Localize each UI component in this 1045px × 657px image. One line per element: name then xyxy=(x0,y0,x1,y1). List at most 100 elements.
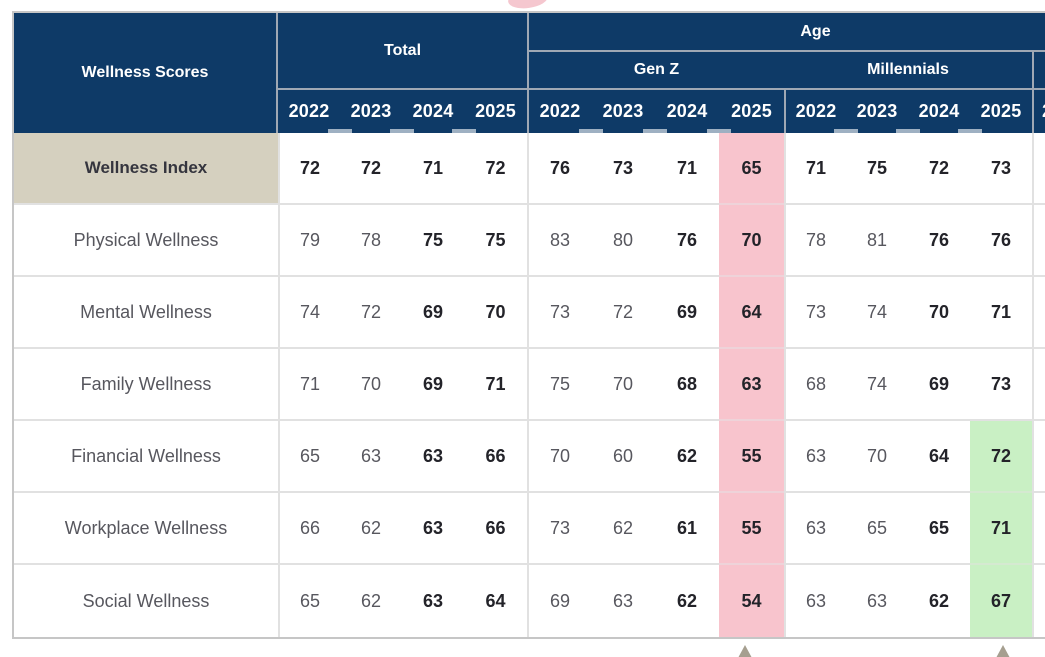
value-cell: 69 xyxy=(908,349,970,421)
value-cell: 69 xyxy=(402,277,464,349)
value-cell: 62 xyxy=(340,565,402,637)
value-cell: 69 xyxy=(527,565,591,637)
genz-2025-up-arrow-icon xyxy=(738,645,752,657)
value-cell: 65 xyxy=(846,493,908,565)
row-label-workplace-wellness: Workplace Wellness xyxy=(14,493,278,565)
value-cell: 80 xyxy=(591,205,655,277)
value-cell: 65 xyxy=(278,565,340,637)
age-group-header: Age xyxy=(527,13,1045,52)
value-cell: 60 xyxy=(591,421,655,493)
value-cell: 71 xyxy=(278,349,340,421)
value-cell: 72 xyxy=(278,133,340,205)
cutoff-cell xyxy=(1032,493,1045,565)
value-cell: 70 xyxy=(591,349,655,421)
year-header-cutoff: 2 xyxy=(1032,88,1045,133)
value-cell-highlight-pink: 64 xyxy=(719,277,784,349)
value-cell: 76 xyxy=(908,205,970,277)
value-cell: 69 xyxy=(402,349,464,421)
value-cell: 74 xyxy=(846,349,908,421)
value-cell: 70 xyxy=(908,277,970,349)
value-cell: 68 xyxy=(655,349,719,421)
value-cell: 66 xyxy=(278,493,340,565)
value-cell: 63 xyxy=(402,493,464,565)
value-cell: 70 xyxy=(527,421,591,493)
value-cell: 78 xyxy=(340,205,402,277)
value-cell-highlight-pink: 63 xyxy=(719,349,784,421)
genz-subgroup-header: Gen Z xyxy=(527,52,784,88)
value-cell: 74 xyxy=(278,277,340,349)
value-cell: 69 xyxy=(655,277,719,349)
year-header-genz-2022: 2022 xyxy=(527,88,603,133)
value-cell: 72 xyxy=(340,133,402,205)
value-cell: 61 xyxy=(655,493,719,565)
value-cell: 62 xyxy=(908,565,970,637)
cutoff-cell xyxy=(1032,277,1045,349)
value-cell: 72 xyxy=(340,277,402,349)
value-cell: 70 xyxy=(340,349,402,421)
cutoff-cell xyxy=(1032,349,1045,421)
value-cell: 70 xyxy=(846,421,908,493)
value-cell-highlight-pink: 55 xyxy=(719,421,784,493)
value-cell: 71 xyxy=(784,133,846,205)
value-cell: 76 xyxy=(527,133,591,205)
row-label-mental-wellness: Mental Wellness xyxy=(14,277,278,349)
value-cell: 66 xyxy=(464,421,527,493)
value-cell: 62 xyxy=(591,493,655,565)
value-cell: 71 xyxy=(402,133,464,205)
value-cell: 62 xyxy=(655,565,719,637)
value-cell: 75 xyxy=(464,205,527,277)
value-cell: 75 xyxy=(527,349,591,421)
value-cell: 78 xyxy=(784,205,846,277)
cutoff-cell xyxy=(1032,133,1045,205)
row-label-wellness-index: Wellness Index xyxy=(14,133,278,205)
value-cell: 63 xyxy=(784,493,846,565)
value-cell: 73 xyxy=(784,277,846,349)
cutoff-cell xyxy=(1032,565,1045,637)
cutoff-cell xyxy=(1032,421,1045,493)
pink-artifact xyxy=(506,0,550,11)
row-label-financial-wellness: Financial Wellness xyxy=(14,421,278,493)
year-header-mill-2023: 2023 xyxy=(846,88,920,133)
value-cell: 73 xyxy=(527,277,591,349)
value-cell: 63 xyxy=(340,421,402,493)
cutoff-cell xyxy=(1032,205,1045,277)
value-cell-highlight-pink: 70 xyxy=(719,205,784,277)
value-cell-highlight-pink: 55 xyxy=(719,493,784,565)
value-cell: 81 xyxy=(846,205,908,277)
value-cell: 68 xyxy=(784,349,846,421)
year-header-total-2025: 2025 xyxy=(464,88,527,133)
value-cell: 63 xyxy=(402,565,464,637)
value-cell: 79 xyxy=(278,205,340,277)
value-cell: 66 xyxy=(464,493,527,565)
value-cell: 74 xyxy=(846,277,908,349)
value-cell: 72 xyxy=(908,133,970,205)
value-cell: 64 xyxy=(464,565,527,637)
value-cell: 62 xyxy=(340,493,402,565)
year-header-total-2022: 2022 xyxy=(278,88,352,133)
year-header-mill-2022: 2022 xyxy=(784,88,858,133)
value-cell-highlight-green: 72 xyxy=(970,421,1032,493)
value-cell: 64 xyxy=(908,421,970,493)
year-header-mill-2024: 2024 xyxy=(908,88,982,133)
value-cell-highlight-green: 71 xyxy=(970,493,1032,565)
value-cell: 73 xyxy=(970,349,1032,421)
value-cell: 72 xyxy=(591,277,655,349)
year-header-genz-2024: 2024 xyxy=(655,88,731,133)
value-cell: 76 xyxy=(655,205,719,277)
value-cell: 75 xyxy=(402,205,464,277)
year-header-mill-2025: 2025 xyxy=(970,88,1032,133)
value-cell: 73 xyxy=(970,133,1032,205)
millennials-subgroup-header: Millennials xyxy=(784,52,1032,88)
row-label-social-wellness: Social Wellness xyxy=(14,565,278,637)
year-header-genz-2023: 2023 xyxy=(591,88,667,133)
total-group-header: Total xyxy=(278,13,527,88)
value-cell: 72 xyxy=(464,133,527,205)
row-label-physical-wellness: Physical Wellness xyxy=(14,205,278,277)
value-cell: 76 xyxy=(970,205,1032,277)
year-header-genz-2025: 2025 xyxy=(719,88,784,133)
year-header-total-2023: 2023 xyxy=(340,88,414,133)
value-cell: 63 xyxy=(784,421,846,493)
corner-header: Wellness Scores xyxy=(14,13,278,133)
value-cell: 70 xyxy=(464,277,527,349)
